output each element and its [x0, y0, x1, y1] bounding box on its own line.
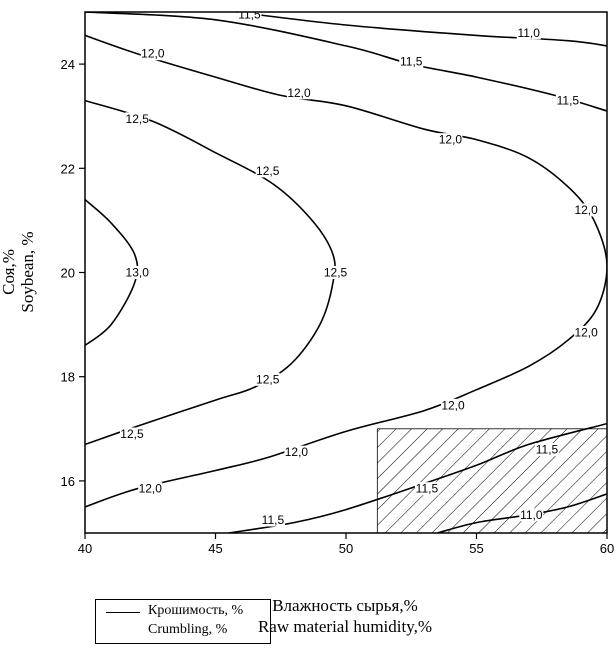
contour-label-1-0: 11,5	[238, 8, 261, 22]
contour-label-4-0: 13,0	[126, 266, 150, 280]
contour-label-3-0: 12,5	[126, 112, 150, 126]
contour-label-0-0: 11,0	[517, 26, 540, 40]
contour-label-bg-3-2	[323, 266, 348, 279]
contour-label-5-2: 11,5	[536, 443, 559, 457]
contour-label-bg-6-0	[519, 508, 544, 522]
legend-label-ru: Крошимость, %	[148, 603, 244, 618]
y-axis-title-line2: Soybean, %	[18, 231, 37, 312]
contour-label-2-4: 12,0	[574, 325, 598, 339]
contour-label-2-5: 12,0	[441, 398, 465, 412]
contour-label-3-4: 12,5	[120, 427, 144, 441]
contour-line-11-5-1	[85, 12, 607, 112]
contour-label-bg-3-1	[255, 164, 280, 178]
x-tick-label-50: 50	[339, 541, 353, 556]
x-axis-title-line2: Raw material humidity,%	[258, 617, 432, 636]
contour-label-3-1: 12,5	[256, 164, 280, 178]
contour-label-bg-5-1	[414, 482, 439, 496]
contour-label-bg-2-3	[574, 203, 599, 217]
contour-label-5-1: 11,5	[416, 482, 439, 496]
y-tick-label-18: 18	[61, 370, 75, 385]
contour-label-3-2: 12,5	[324, 266, 348, 280]
contour-label-bg-2-7	[138, 482, 163, 496]
legend-label-en: Crumbling, %	[148, 622, 228, 637]
contour-line-12-5-3	[85, 99, 336, 446]
contour-label-2-0: 12,0	[141, 47, 165, 61]
contour-label-2-2: 12,0	[439, 133, 463, 147]
contour-label-bg-2-0	[140, 47, 165, 61]
contour-label-bg-2-5	[441, 398, 466, 412]
contour-label-1-2: 11,5	[557, 94, 580, 108]
contour-label-bg-5-0	[260, 513, 285, 527]
contour-label-bg-3-0	[125, 112, 150, 126]
contour-label-2-7: 12,0	[139, 482, 163, 496]
contour-label-3-3: 12,5	[256, 372, 280, 386]
y-tick-label-24: 24	[61, 57, 75, 72]
contour-label-bg-2-4	[574, 325, 599, 339]
contour-label-2-6: 12,0	[285, 445, 309, 459]
contour-label-bg-1-2	[555, 94, 580, 108]
contour-label-bg-1-0	[237, 12, 262, 22]
contour-label-1-1: 11,5	[400, 54, 423, 68]
y-tick-label-20: 20	[61, 266, 75, 281]
contour-label-6-0: 11,0	[520, 508, 543, 522]
hatched-region	[376, 428, 607, 533]
plot-area: 11,0 11,5 11,5 11,5 12,0 12,0 12,0 12,0 12,0 12,0…	[85, 8, 607, 533]
x-tick-label-45: 45	[208, 541, 222, 556]
contour-label-bg-0-0	[516, 26, 541, 40]
y-tick-label-22: 22	[61, 161, 75, 176]
contour-label-bg-2-1	[287, 86, 312, 100]
contour-label-bg-5-2	[534, 443, 559, 457]
contour-label-bg-3-4	[119, 427, 144, 441]
axes: 40 45 50 55 60 16 18 20 22 24	[61, 11, 614, 556]
contour-line-11-0-0	[236, 12, 607, 47]
legend-line-swatch	[106, 612, 140, 613]
x-tick-label-55: 55	[469, 541, 483, 556]
contour-label-bg-2-2	[438, 133, 463, 147]
x-axis-title-line1: Влажность сырья,%	[272, 596, 418, 615]
contour-label-2-1: 12,0	[287, 86, 311, 100]
y-tick-label-16: 16	[61, 474, 75, 489]
contour-label-bg-1-1	[399, 54, 424, 68]
legend: Крошимость, % Crumbling, %	[95, 599, 271, 644]
contour-label-2-3: 12,0	[574, 203, 598, 217]
x-tick-label-60: 60	[600, 541, 614, 556]
contour-label-bg-4-0	[125, 266, 150, 279]
contour-label-bg-3-3	[255, 372, 280, 386]
x-tick-label-40: 40	[78, 541, 92, 556]
y-axis-title-line1: Соя,%	[0, 249, 18, 295]
contour-label-5-0: 11,5	[262, 513, 285, 527]
contour-label-bg-2-6	[284, 445, 309, 459]
